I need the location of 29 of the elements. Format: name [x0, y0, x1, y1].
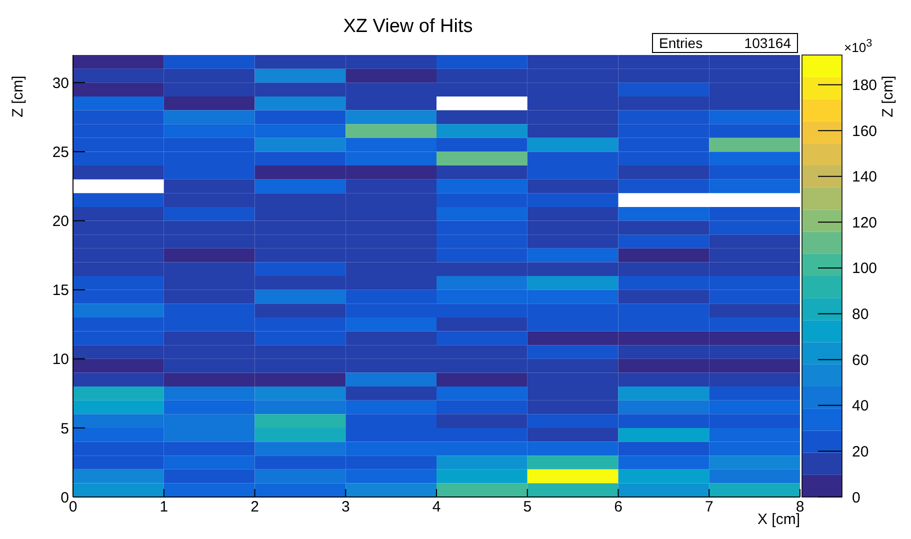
y-tick-label: 25: [52, 144, 69, 162]
x-tick-label: 2: [250, 498, 259, 516]
x-tick-label: 7: [704, 498, 714, 516]
x-tick-label: 5: [523, 498, 532, 516]
color-bar-label: 80: [852, 306, 869, 324]
text: Entries: [659, 35, 703, 51]
y-tick-label: 30: [52, 74, 69, 92]
x-tick-label: 6: [614, 498, 622, 516]
x-tick-label: 1: [160, 498, 168, 516]
color-bar-label: 100: [852, 260, 878, 278]
text: ×10$^{3}$: [844, 38, 872, 56]
x-axis-title: X [cm]: [757, 511, 800, 528]
y-axis-title: Z [cm]: [10, 75, 27, 117]
y-tick-label: 15: [52, 282, 69, 300]
chart-title: XZ View of Hits: [343, 16, 473, 37]
y-tick-label: 20: [52, 213, 69, 230]
y-tick-label: 10: [52, 351, 69, 368]
color-bar-label: 40: [852, 398, 869, 415]
color-bar-label: 180: [852, 77, 878, 94]
color-bar-label: 160: [852, 122, 878, 140]
x-tick-label: 4: [432, 498, 441, 516]
color-bar-label: 140: [852, 168, 878, 186]
text: 103164: [744, 35, 791, 51]
color-bar-label: 20: [852, 443, 869, 460]
color-bar-title: Z [cm]: [880, 75, 897, 117]
x-tick-label: 3: [341, 498, 350, 516]
color-bar-label: 60: [852, 352, 869, 369]
y-tick-label: 5: [60, 420, 69, 438]
color-bar-label: 120: [852, 214, 878, 232]
